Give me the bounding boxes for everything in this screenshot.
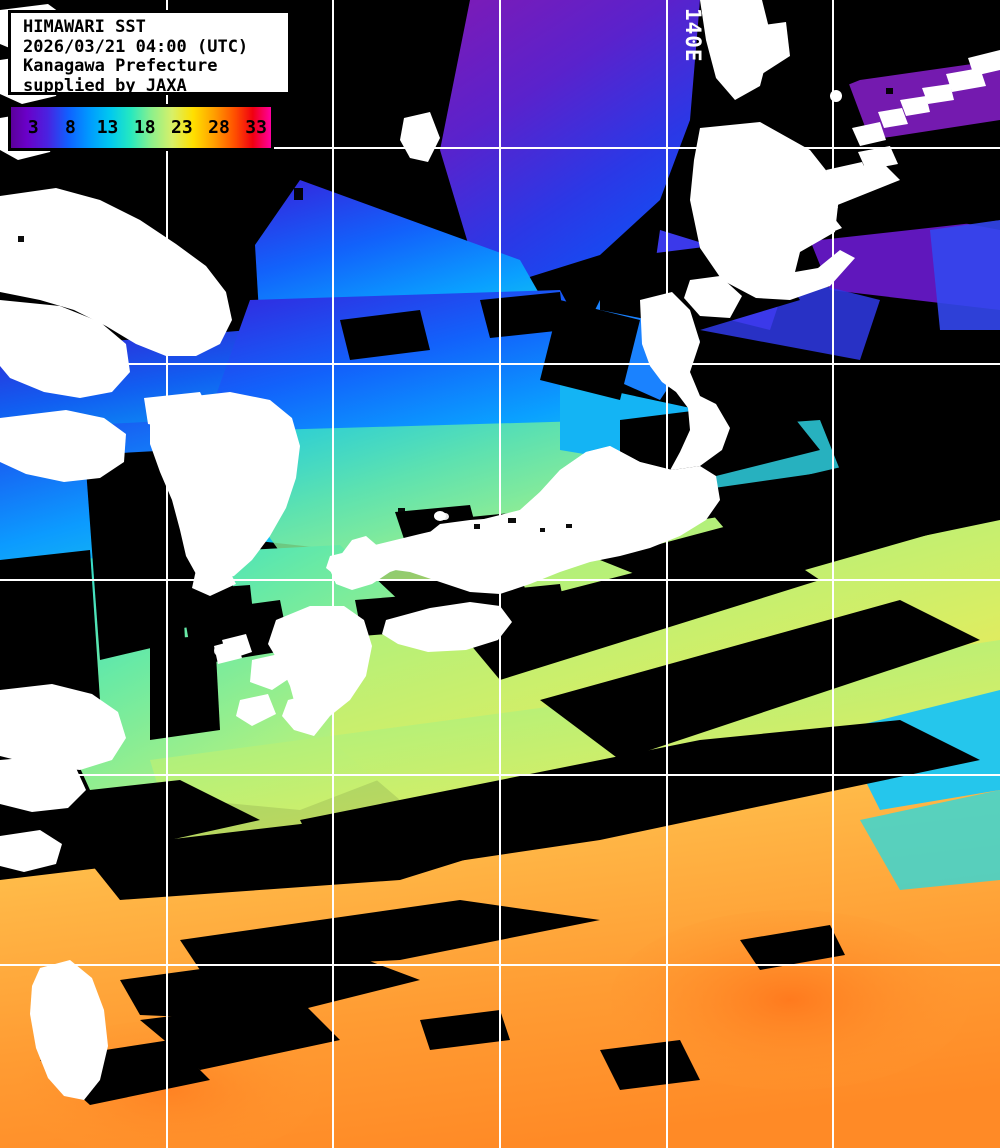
title-timestamp: 2026/03/21 04:00 (UTC) [23, 36, 249, 57]
sst-colorbar: 3 8 13 18 23 28 33 [8, 104, 274, 151]
colorbar-tick-33: 33 [245, 116, 267, 138]
colorbar-tick-labels: 3 8 13 18 23 28 33 [11, 107, 271, 148]
colorbar-gradient [11, 107, 271, 148]
map-title-plate: HIMAWARI SST 2026/03/21 04:00 (UTC) Kana… [8, 10, 291, 95]
colorbar-tick-13: 13 [96, 116, 119, 138]
title-region: Kanagawa Prefecture [23, 56, 218, 76]
colorbar-tick-28: 28 [208, 116, 230, 138]
colorbar-tick-23: 23 [171, 116, 193, 138]
colorbar-tick-18: 18 [133, 116, 156, 138]
latitude-label-40n: 40N [2, 353, 43, 377]
title-credit: supplied by JAXA [23, 75, 187, 96]
colorbar-tick-8: 8 [65, 116, 76, 138]
longitude-label-140e: 140E [681, 8, 705, 63]
colorbar-tick-3: 3 [27, 116, 39, 138]
title-satellite: HIMAWARI SST [23, 17, 146, 37]
